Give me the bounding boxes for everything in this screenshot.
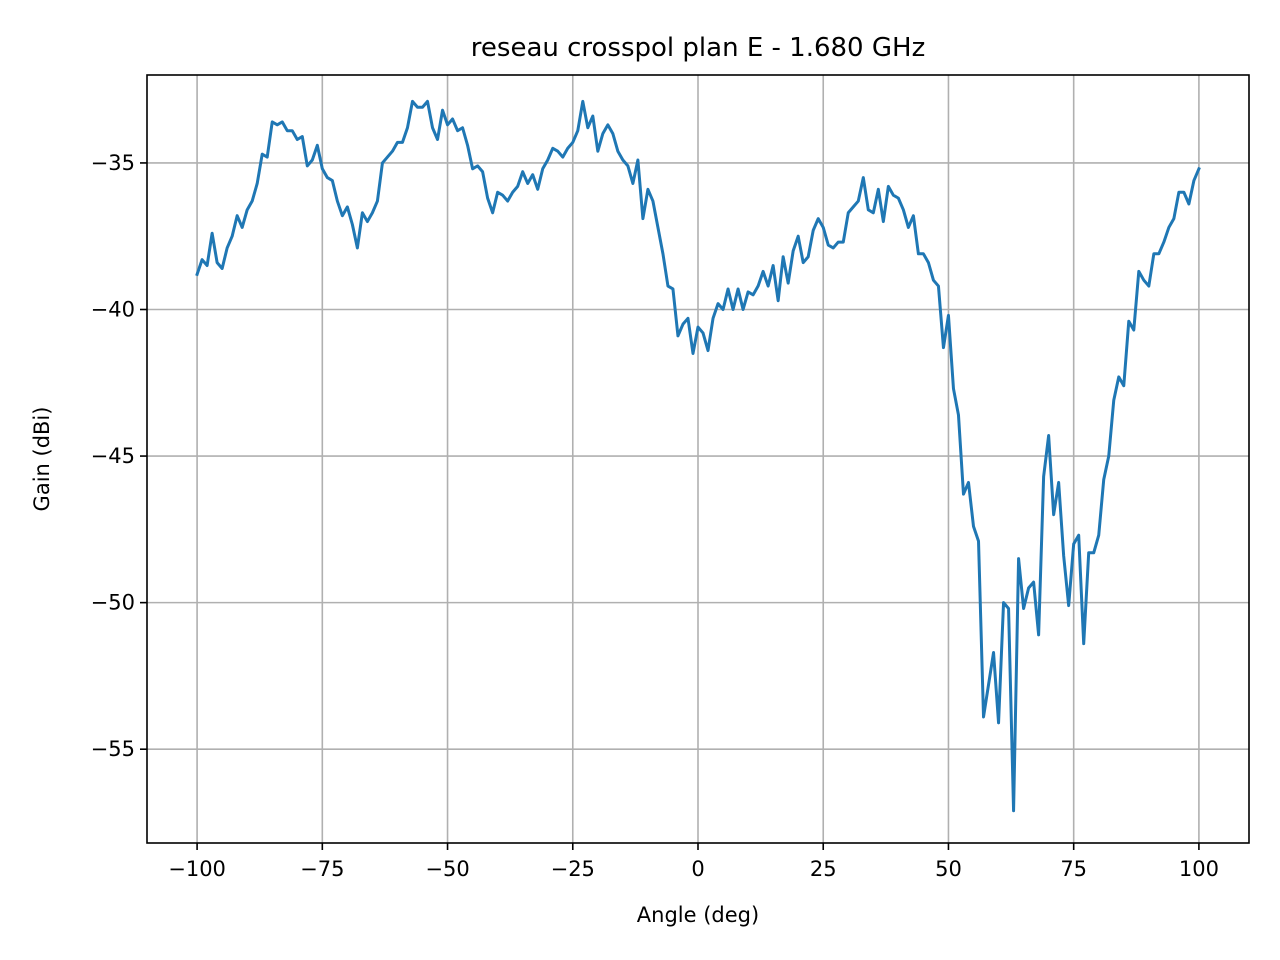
x-tick-label: 0 xyxy=(691,857,704,881)
x-tick-label: 25 xyxy=(810,857,837,881)
x-tick-label: −50 xyxy=(425,857,469,881)
y-axis: −35 −40 −45 −50 −55 xyxy=(91,151,147,761)
y-tick-label: −35 xyxy=(91,151,135,175)
chart-title: reseau crosspol plan E - 1.680 GHz xyxy=(471,33,925,63)
grid xyxy=(147,75,1249,843)
y-tick-label: −45 xyxy=(91,444,135,468)
x-axis: −100 −75 −50 −25 0 25 50 75 100 xyxy=(168,843,1219,881)
y-axis-label: Gain (dBi) xyxy=(30,407,54,512)
y-tick-label: −50 xyxy=(91,591,135,615)
x-tick-label: −100 xyxy=(168,857,226,881)
x-axis-label: Angle (deg) xyxy=(637,903,759,927)
y-tick-label: −55 xyxy=(91,737,135,761)
x-tick-label: −75 xyxy=(300,857,344,881)
x-tick-label: 50 xyxy=(935,857,962,881)
x-tick-label: 75 xyxy=(1060,857,1087,881)
x-tick-label: −25 xyxy=(551,857,595,881)
y-tick-label: −40 xyxy=(91,298,135,322)
series-line-0 xyxy=(195,99,1201,813)
x-tick-label: 100 xyxy=(1179,857,1219,881)
series-layer xyxy=(195,99,1201,813)
